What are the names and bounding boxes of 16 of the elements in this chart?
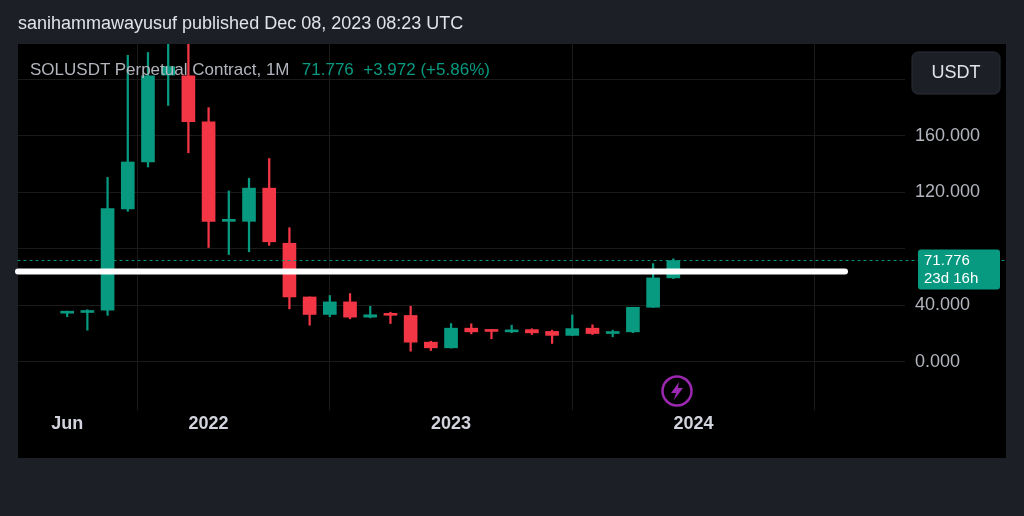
annotation: 23d 16h bbox=[924, 268, 979, 286]
annotation: 71.776 +3.972 (+5.86%) bbox=[301, 59, 490, 79]
x-tick-label: 2022 bbox=[188, 412, 229, 433]
candlestick bbox=[484, 329, 499, 340]
y-tick-label: 0.000 bbox=[915, 350, 961, 371]
candlestick bbox=[383, 311, 398, 324]
x-tick-label: 2023 bbox=[431, 412, 472, 433]
chart-title: sanihammawayusuf published Dec 08, 2023 08:23 UTC bbox=[18, 12, 464, 33]
x-tick-label: Jun bbox=[51, 412, 84, 433]
y-tick-label: 120.000 bbox=[915, 181, 981, 202]
x-tick-label: 2024 bbox=[673, 412, 714, 433]
candlestick bbox=[80, 309, 95, 331]
ref-line-label: 71.776 bbox=[924, 250, 970, 268]
text: USDT bbox=[931, 61, 981, 82]
y-tick-label: 40.000 bbox=[915, 294, 971, 315]
y-tick-label: 160.000 bbox=[915, 124, 981, 145]
